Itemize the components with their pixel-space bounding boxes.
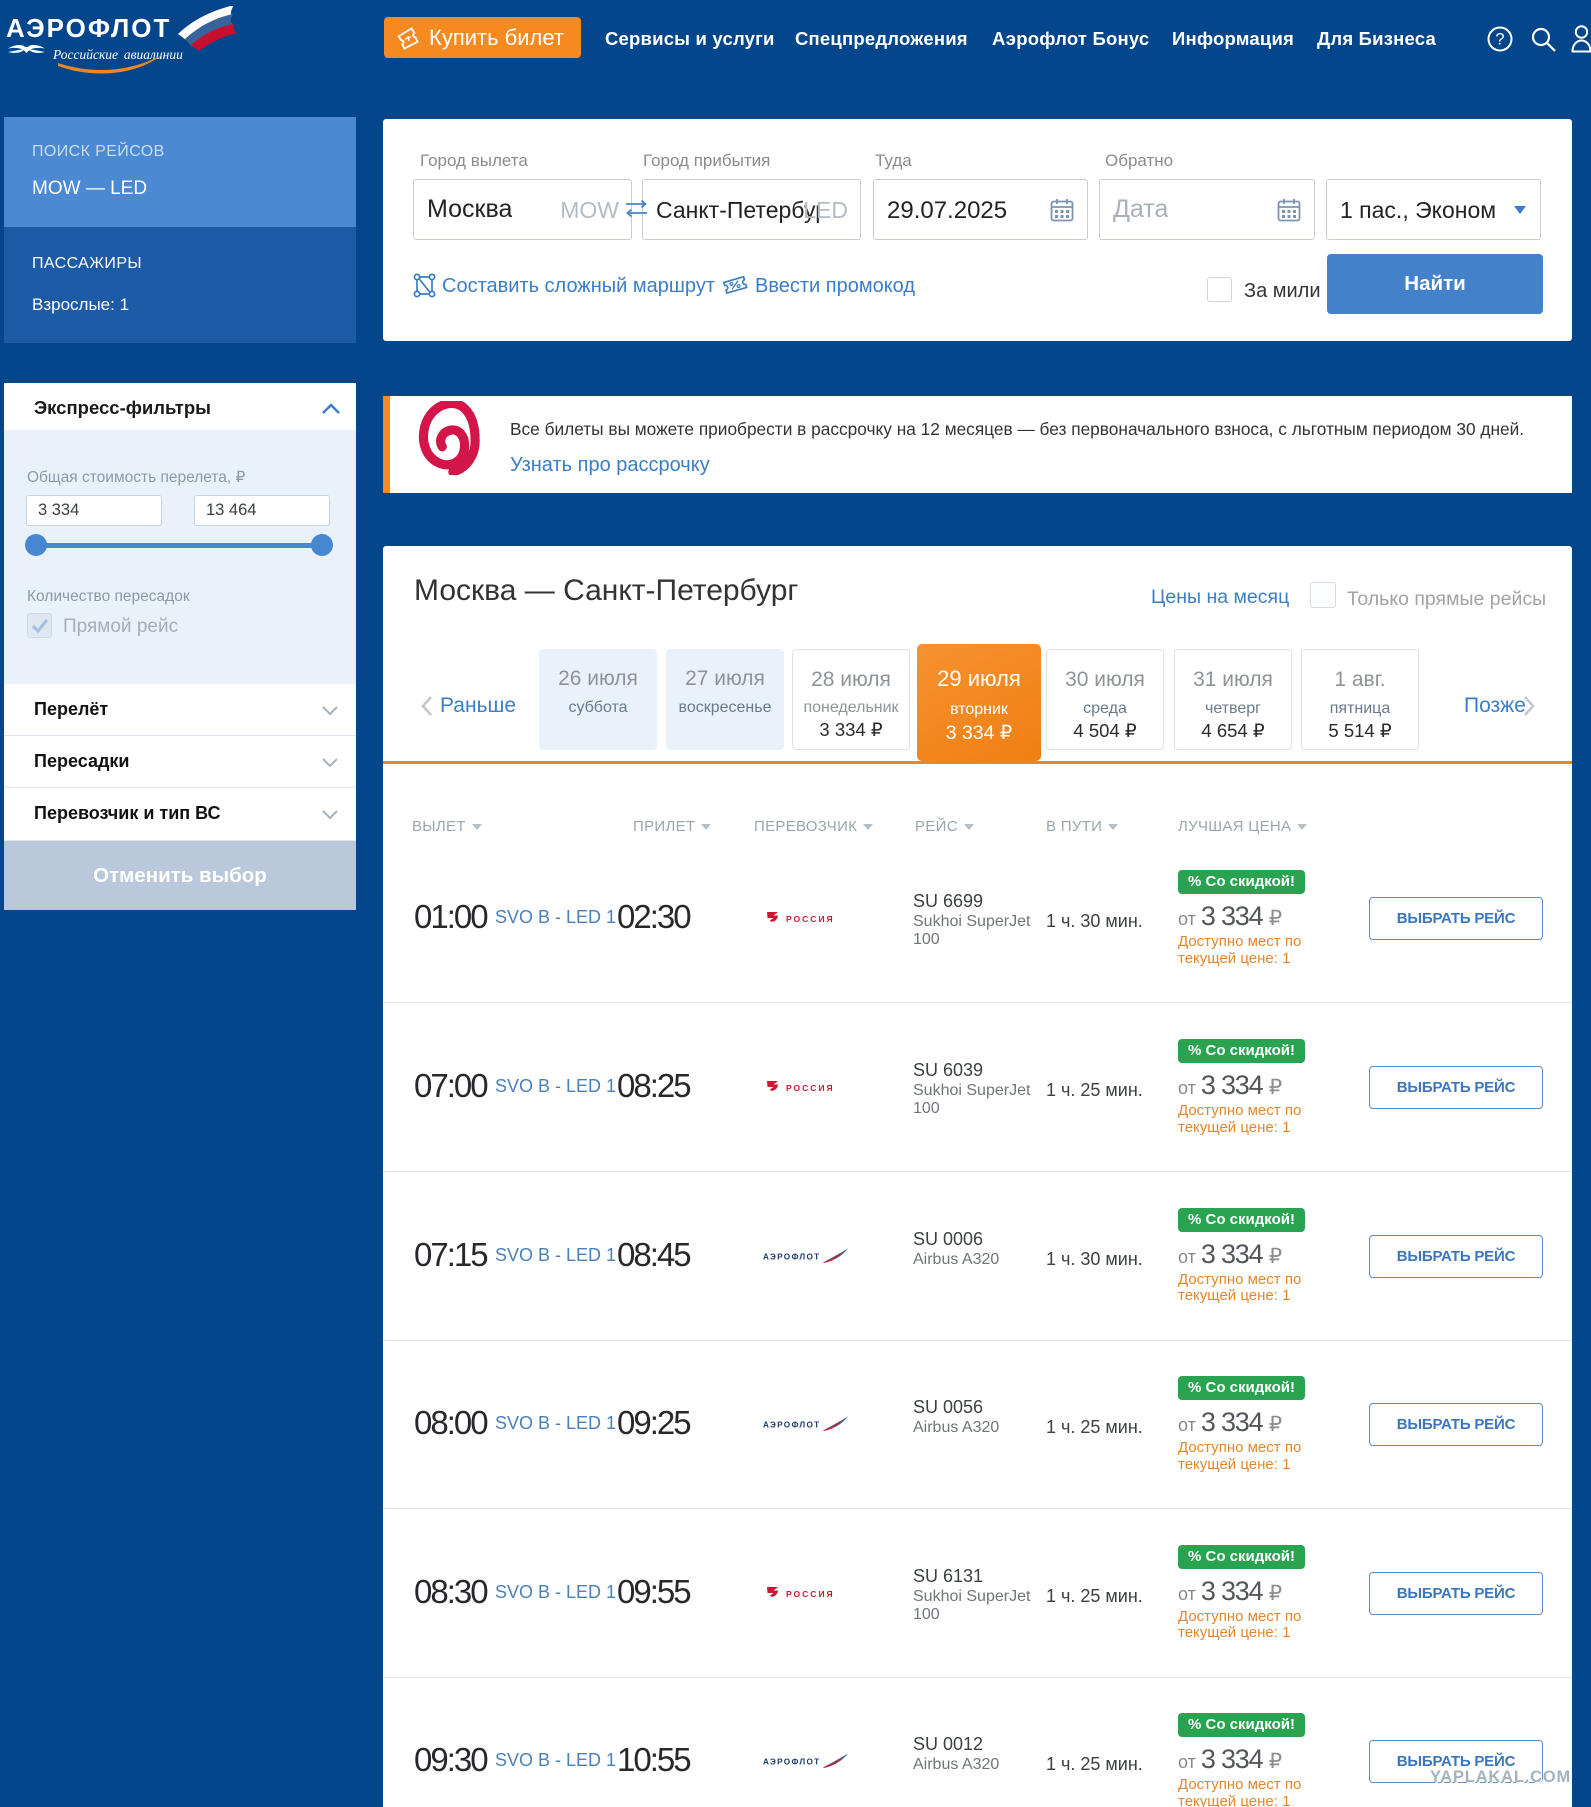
svg-text:АЭРОФЛОТ: АЭРОФЛОТ xyxy=(763,1421,820,1430)
svg-text:Российские авиалинии: Российские авиалинии xyxy=(52,47,183,62)
svg-text:АЭРОФЛОТ: АЭРОФЛОТ xyxy=(6,13,171,43)
svg-text:РОССИЯ: РОССИЯ xyxy=(786,914,835,924)
svg-text:АЭРОФЛОТ: АЭРОФЛОТ xyxy=(763,1252,820,1261)
svg-text:?: ? xyxy=(1495,31,1504,49)
svg-text:РОССИЯ: РОССИЯ xyxy=(786,1083,835,1093)
svg-text:РОССИЯ: РОССИЯ xyxy=(786,1589,835,1599)
svg-text:АЭРОФЛОТ: АЭРОФЛОТ xyxy=(763,1758,820,1767)
